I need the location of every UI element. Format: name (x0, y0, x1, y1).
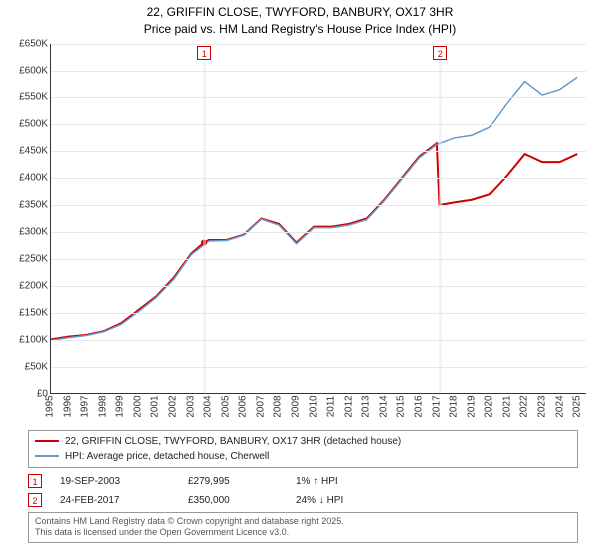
x-tick-label: 1997 (80, 395, 91, 417)
event-marker: 2 (433, 46, 447, 60)
x-tick-label: 1998 (97, 395, 108, 417)
gridline (51, 313, 586, 314)
event-row: 2 24-FEB-2017 £350,000 24% ↓ HPI (28, 491, 578, 510)
title-line2: Price paid vs. HM Land Registry's House … (0, 21, 600, 38)
plot-area: 12 (50, 44, 586, 394)
gridline (51, 232, 586, 233)
event-index: 1 (28, 474, 42, 488)
x-tick-label: 2022 (519, 395, 530, 417)
event-band (439, 44, 442, 393)
x-tick-label: 2004 (203, 395, 214, 417)
y-tick-label: £400K (19, 173, 48, 184)
series-hpi (51, 77, 577, 340)
x-tick-label: 2003 (185, 395, 196, 417)
gridline (51, 44, 586, 45)
x-tick-label: 2006 (238, 395, 249, 417)
x-tick-label: 2010 (308, 395, 319, 417)
event-index: 2 (28, 493, 42, 507)
x-tick-label: 2009 (291, 395, 302, 417)
footer-line2: This data is licensed under the Open Gov… (35, 527, 571, 539)
x-tick-label: 2018 (449, 395, 460, 417)
y-tick-label: £50K (25, 361, 48, 372)
legend: 22, GRIFFIN CLOSE, TWYFORD, BANBURY, OX1… (28, 430, 578, 468)
x-tick-label: 2002 (168, 395, 179, 417)
x-tick-label: 2024 (554, 395, 565, 417)
x-tick-label: 2000 (132, 395, 143, 417)
event-date: 24-FEB-2017 (60, 491, 170, 510)
x-tick-label: 2021 (501, 395, 512, 417)
legend-item: HPI: Average price, detached house, Cher… (35, 449, 571, 464)
x-tick-label: 2020 (484, 395, 495, 417)
event-date: 19-SEP-2003 (60, 472, 170, 491)
y-tick-label: £250K (19, 253, 48, 264)
title-line1: 22, GRIFFIN CLOSE, TWYFORD, BANBURY, OX1… (0, 4, 600, 21)
gridline (51, 367, 586, 368)
gridline (51, 97, 586, 98)
data-attribution: Contains HM Land Registry data © Crown c… (28, 512, 578, 543)
y-tick-label: £300K (19, 227, 48, 238)
gridline (51, 340, 586, 341)
x-tick-label: 2011 (326, 395, 337, 417)
event-row: 1 19-SEP-2003 £279,995 1% ↑ HPI (28, 472, 578, 491)
y-tick-label: £200K (19, 280, 48, 291)
x-tick-label: 2001 (150, 395, 161, 417)
x-tick-label: 2019 (466, 395, 477, 417)
event-marker: 1 (197, 46, 211, 60)
x-tick-label: 2023 (537, 395, 548, 417)
x-tick-label: 1995 (45, 395, 56, 417)
x-tick-label: 2025 (572, 395, 583, 417)
x-tick-label: 2007 (255, 395, 266, 417)
x-tick-label: 2013 (361, 395, 372, 417)
event-hpi-diff: 24% ↓ HPI (296, 491, 396, 510)
legend-item: 22, GRIFFIN CLOSE, TWYFORD, BANBURY, OX1… (35, 434, 571, 449)
gridline (51, 205, 586, 206)
series-price_paid (51, 143, 577, 339)
legend-swatch (35, 455, 59, 457)
gridline (51, 124, 586, 125)
y-tick-label: £350K (19, 200, 48, 211)
chart-title: 22, GRIFFIN CLOSE, TWYFORD, BANBURY, OX1… (0, 0, 600, 38)
x-tick-label: 2016 (414, 395, 425, 417)
x-tick-label: 2017 (431, 395, 442, 417)
x-tick-label: 2014 (378, 395, 389, 417)
event-price: £350,000 (188, 491, 278, 510)
y-tick-label: £150K (19, 307, 48, 318)
gridline (51, 151, 586, 152)
legend-label: 22, GRIFFIN CLOSE, TWYFORD, BANBURY, OX1… (65, 434, 401, 449)
legend-label: HPI: Average price, detached house, Cher… (65, 449, 269, 464)
x-tick-label: 2015 (396, 395, 407, 417)
chart-container: £0£50K£100K£150K£200K£250K£300K£350K£400… (12, 44, 590, 424)
y-tick-label: £600K (19, 65, 48, 76)
events-table: 1 19-SEP-2003 £279,995 1% ↑ HPI 2 24-FEB-2017… (28, 472, 578, 510)
legend-swatch (35, 440, 59, 442)
gridline (51, 286, 586, 287)
gridline (51, 71, 586, 72)
y-tick-label: £650K (19, 38, 48, 49)
y-tick-label: £100K (19, 334, 48, 345)
event-price: £279,995 (188, 472, 278, 491)
x-tick-label: 1996 (62, 395, 73, 417)
y-tick-label: £500K (19, 119, 48, 130)
event-hpi-diff: 1% ↑ HPI (296, 472, 396, 491)
x-tick-label: 2005 (220, 395, 231, 417)
gridline (51, 178, 586, 179)
y-tick-label: £550K (19, 92, 48, 103)
event-band (203, 44, 206, 393)
x-tick-label: 2008 (273, 395, 284, 417)
gridline (51, 259, 586, 260)
x-tick-label: 2012 (343, 395, 354, 417)
footer-line1: Contains HM Land Registry data © Crown c… (35, 516, 571, 528)
y-tick-label: £450K (19, 146, 48, 157)
x-tick-label: 1999 (115, 395, 126, 417)
